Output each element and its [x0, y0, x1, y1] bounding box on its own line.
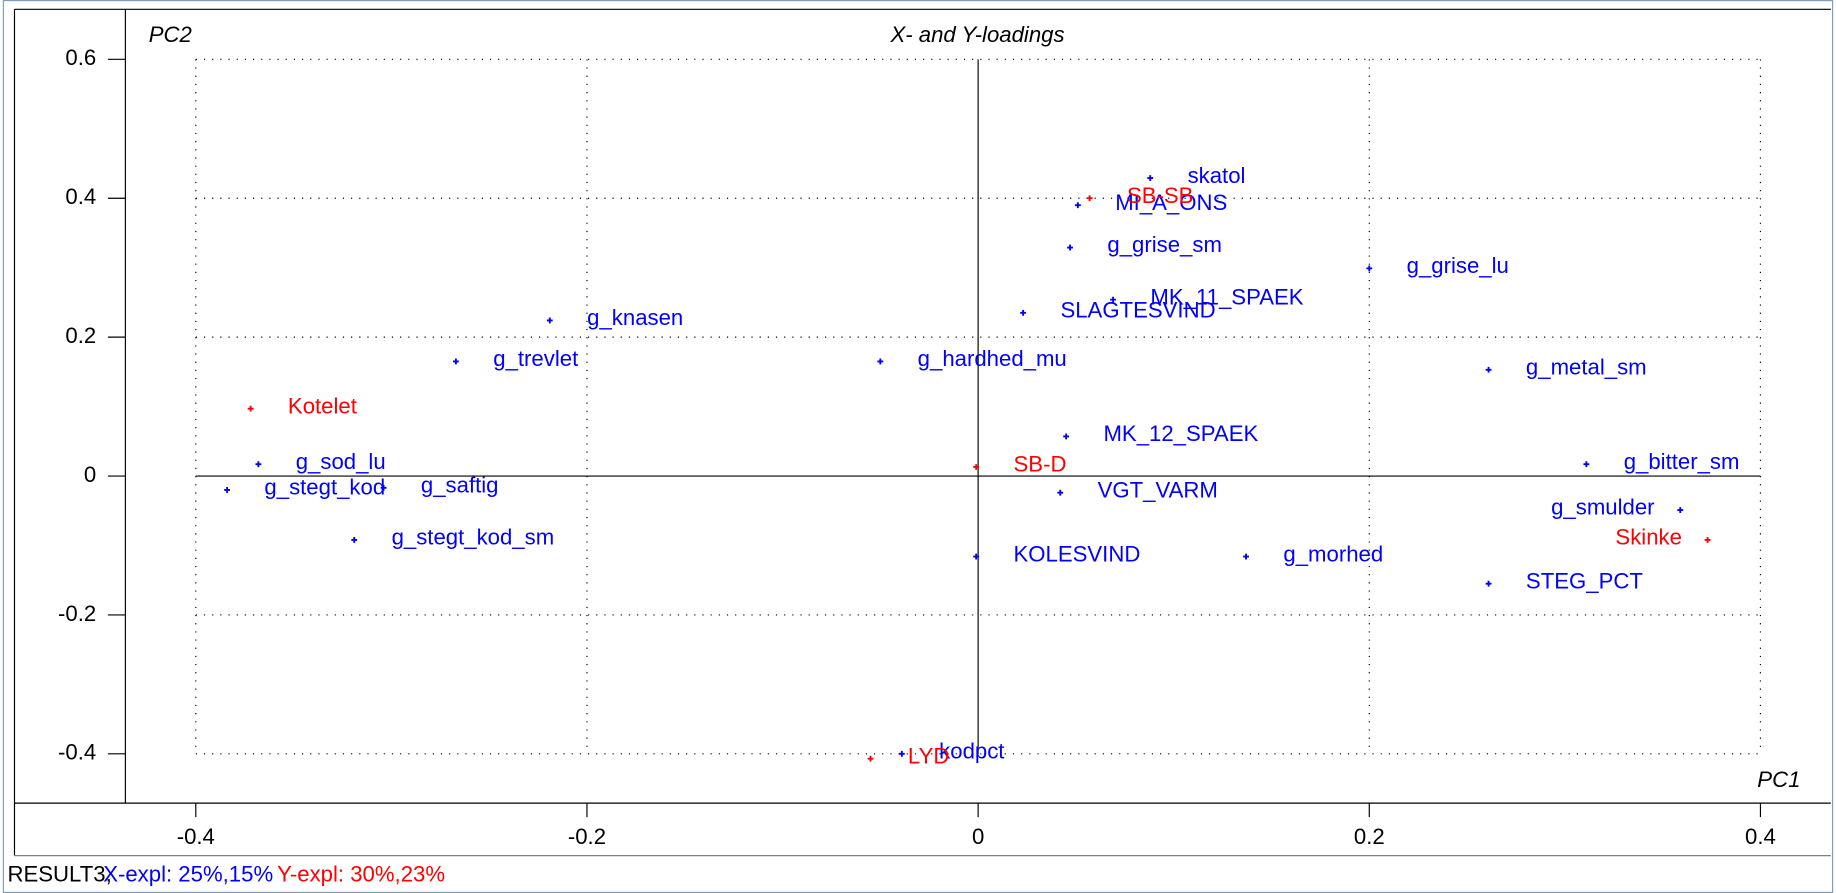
point-label: STEG_PCT: [1526, 568, 1643, 593]
point-label: skatol: [1188, 163, 1246, 188]
point-label: Skinke: [1615, 525, 1682, 550]
point-label: g_stegt_kod: [264, 475, 385, 500]
point: [546, 317, 553, 324]
chart-title: X- and Y-loadings: [889, 22, 1064, 47]
x-tick-label: 0.4: [1745, 824, 1776, 849]
point-label: MK_11_SPAEK: [1150, 284, 1303, 309]
point: [1074, 202, 1081, 209]
point: [1704, 536, 1711, 543]
point-label: g_grise_lu: [1407, 253, 1509, 278]
x-tick-label: 0: [972, 824, 984, 849]
y-axis-label: PC2: [149, 22, 192, 47]
point: [1485, 366, 1492, 373]
y-tick-label: -0.2: [58, 601, 96, 626]
y-tick-label: -0.4: [58, 740, 96, 765]
point: [1583, 461, 1590, 468]
point: [453, 358, 459, 365]
point-label: g_knasen: [587, 305, 683, 330]
point: [380, 484, 387, 491]
point: [1485, 580, 1492, 587]
point: [255, 461, 262, 468]
point-label: LYD: [908, 743, 949, 768]
y-tick-label: 0.6: [65, 45, 96, 70]
point-label: g_bitter_sm: [1624, 449, 1740, 474]
status-x-expl: X-expl: 25%,15%: [103, 861, 273, 886]
point-label: g_metal_sm: [1526, 354, 1647, 379]
point: [1067, 244, 1073, 251]
point: [351, 536, 358, 543]
status-dataset: RESULT3,: [7, 861, 111, 886]
point-label: MI_A_ONS: [1115, 190, 1227, 215]
x-tick-label: -0.2: [568, 824, 606, 849]
point: [1086, 195, 1093, 202]
point-label: Kotelet: [288, 393, 357, 418]
point-label: g_morhed: [1283, 541, 1383, 566]
x-axis-label: PC1: [1757, 767, 1800, 792]
point-label: SLAGTESVIND: [1060, 298, 1215, 323]
point: [1366, 265, 1373, 272]
point-label: g_saftig: [421, 473, 499, 498]
point: [1063, 433, 1070, 440]
status-y-expl: Y-expl: 30%,23%: [277, 861, 445, 886]
point: [1677, 507, 1684, 513]
point: [1147, 175, 1154, 182]
point: [1057, 489, 1064, 496]
point: [1020, 309, 1027, 316]
y-tick-label: 0.4: [65, 184, 96, 209]
point-label: g_stegt_kod_sm: [392, 525, 555, 550]
y-tick-label: 0.2: [65, 323, 96, 348]
point: [898, 750, 905, 757]
point-label: g_hardhed_mu: [918, 346, 1067, 371]
point-label: g_sod_lu: [296, 449, 386, 474]
point: [973, 553, 980, 560]
point-label: g_trevlet: [493, 346, 578, 371]
point: [867, 755, 874, 762]
point: [1243, 553, 1249, 560]
point-label: kodpct: [939, 739, 1004, 764]
point-label: SB-SB: [1127, 183, 1194, 208]
x-tick-label: -0.4: [177, 824, 215, 849]
point-label: MK_12_SPAEK: [1103, 421, 1258, 446]
point-label: SB-D: [1014, 452, 1067, 477]
y-tick-label: 0: [84, 462, 96, 487]
point: [877, 358, 884, 365]
point-label: g_grise_sm: [1107, 232, 1222, 257]
point: [247, 405, 254, 412]
point: [973, 464, 980, 470]
point-label: KOLESVIND: [1014, 541, 1141, 566]
point: [1110, 296, 1116, 303]
x-tick-label: 0.2: [1354, 824, 1385, 849]
point-label: g_smulder: [1551, 495, 1655, 520]
point: [224, 486, 231, 493]
point-label: VGT_VARM: [1098, 477, 1218, 502]
